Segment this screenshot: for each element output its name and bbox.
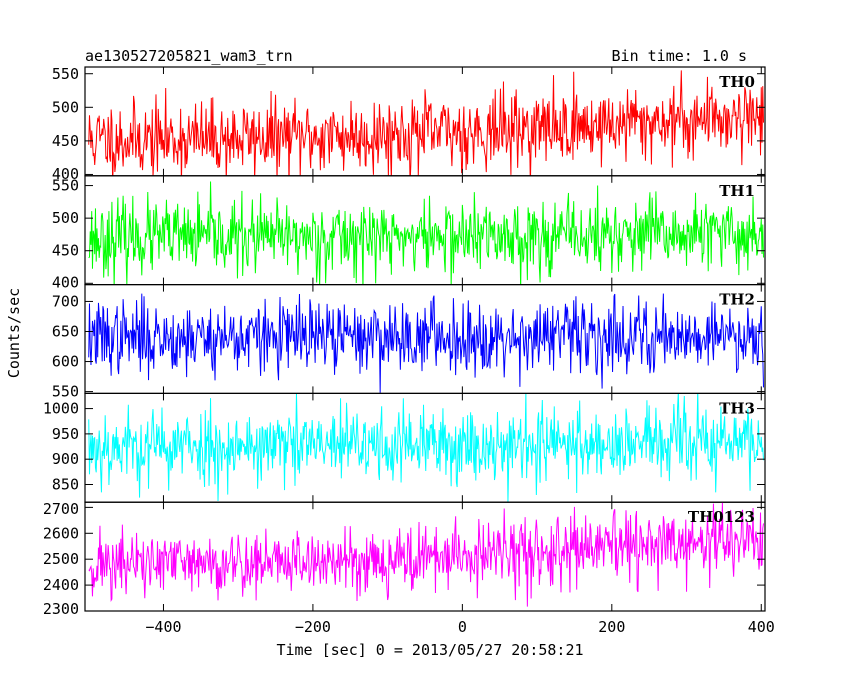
y-tick-label: 850	[52, 475, 79, 493]
y-tick-label: 600	[52, 353, 79, 371]
panel-th3: 850 900 950 1000 TH3	[43, 392, 766, 503]
x-tick-label: 200	[598, 618, 625, 636]
x-axis: −400 −200 0 200 400	[145, 618, 774, 636]
x-tick-label: −400	[145, 618, 181, 636]
y-tick-label: 450	[52, 242, 79, 260]
series-line-th0	[88, 70, 765, 176]
panel-label-th2: TH2	[719, 291, 755, 309]
x-tick-label: 400	[748, 618, 775, 636]
y-tick-label: 700	[52, 292, 79, 310]
y-tick-label: 550	[52, 382, 79, 400]
y-tick-label: 650	[52, 322, 79, 340]
y-tick-label: 2600	[43, 524, 79, 542]
y-tick-label: 450	[52, 132, 79, 150]
y-tick-label: 2400	[43, 576, 79, 594]
bin-time-label: Bin time: 1.0 s	[612, 47, 747, 65]
y-tick-label: 2300	[43, 600, 79, 618]
y-tick-label: 550	[52, 65, 79, 83]
series-line-th0123	[88, 502, 765, 607]
y-axis-label: Counts/sec	[5, 288, 23, 378]
y-tick-label: 1000	[43, 400, 79, 418]
panel-label-th1: TH1	[719, 182, 755, 200]
y-tick-label: 400	[52, 165, 79, 183]
y-tick-label: 550	[52, 177, 79, 195]
series-line-th2	[88, 293, 765, 393]
panel-label-th0123: TH0123	[688, 508, 755, 526]
series-line-th1	[88, 181, 765, 285]
panel-label-th3: TH3	[719, 399, 755, 417]
panel-label-th0: TH0	[719, 73, 755, 91]
x-tick-label: 0	[458, 618, 467, 636]
y-tick-label: 900	[52, 450, 79, 468]
x-tick-label: −200	[295, 618, 331, 636]
panel-th2: 550 600 650 700 TH2	[52, 284, 766, 400]
x-axis-label: Time [sec] 0 = 2013/05/27 20:58:21	[276, 641, 583, 659]
y-tick-label: 500	[52, 98, 79, 116]
panel-th1: 400 450 500 550 TH1	[52, 175, 766, 292]
panel-th0: 400 450 500 550 TH0	[52, 65, 766, 183]
panel-th0123: 2300 2400 2500 2600 2700 TH0123	[43, 500, 766, 618]
y-tick-label: 400	[52, 274, 79, 292]
chart-title: ae130527205821_wam3_trn	[85, 47, 293, 65]
y-tick-label: 500	[52, 209, 79, 227]
panels-group: 400 450 500 550 TH0 400 450 500 550 TH1 550 600 650 7…	[43, 65, 766, 618]
panel-frame	[84, 501, 766, 612]
y-tick-label: 2500	[43, 550, 79, 568]
series-line-th3	[88, 393, 765, 503]
y-tick-label: 950	[52, 425, 79, 443]
y-tick-label: 2700	[43, 500, 79, 518]
